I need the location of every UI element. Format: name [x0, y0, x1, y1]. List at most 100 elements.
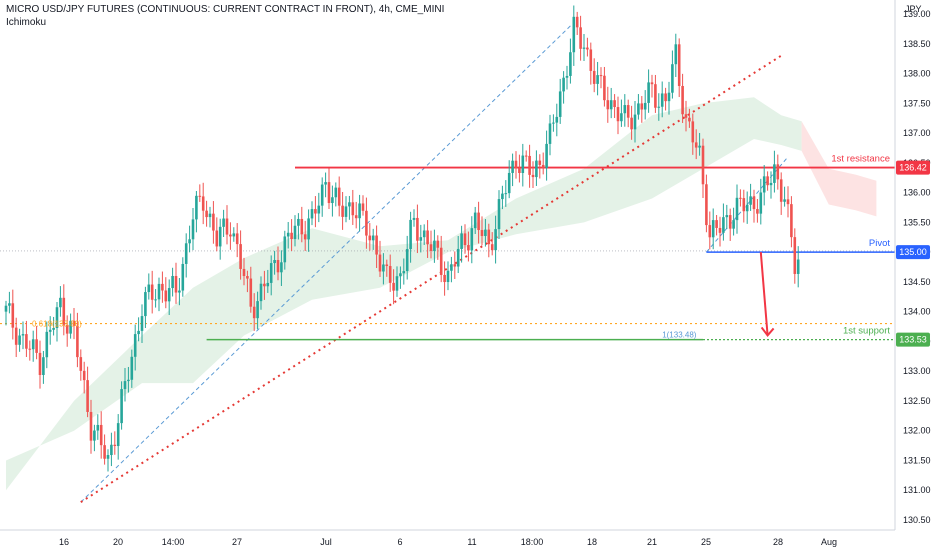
candle[interactable]: [375, 225, 378, 268]
candle[interactable]: [773, 150, 776, 193]
candle[interactable]: [371, 228, 375, 250]
candle[interactable]: [300, 206, 304, 243]
candle[interactable]: [484, 218, 487, 247]
candle[interactable]: [501, 185, 504, 210]
candle[interactable]: [456, 235, 460, 274]
candle[interactable]: [463, 224, 467, 254]
candle[interactable]: [467, 231, 470, 262]
candle[interactable]: [796, 246, 800, 288]
candle[interactable]: [18, 328, 21, 352]
candle[interactable]: [521, 143, 525, 187]
candle[interactable]: [150, 270, 154, 314]
price-tag[interactable]: 133.53: [896, 332, 930, 347]
candle[interactable]: [603, 66, 606, 107]
candle[interactable]: [269, 255, 273, 296]
candle[interactable]: [766, 171, 769, 191]
candle[interactable]: [786, 186, 790, 218]
candle[interactable]: [113, 431, 117, 455]
candle[interactable]: [232, 227, 236, 242]
candle[interactable]: [681, 73, 684, 123]
candle[interactable]: [388, 254, 392, 292]
candle[interactable]: [252, 293, 256, 331]
candle[interactable]: [545, 130, 548, 181]
candle[interactable]: [654, 74, 657, 113]
candle[interactable]: [201, 182, 205, 225]
candle[interactable]: [65, 315, 69, 347]
candle[interactable]: [297, 213, 300, 240]
candle[interactable]: [426, 220, 429, 258]
candle[interactable]: [123, 368, 127, 402]
candle[interactable]: [341, 192, 344, 230]
candle[interactable]: [518, 154, 521, 183]
candle[interactable]: [52, 316, 55, 336]
candle[interactable]: [776, 154, 780, 190]
candle[interactable]: [385, 259, 389, 277]
candle[interactable]: [178, 277, 181, 306]
candle[interactable]: [575, 11, 579, 35]
candle[interactable]: [263, 270, 266, 300]
candle[interactable]: [494, 215, 497, 264]
candle[interactable]: [327, 168, 331, 210]
candle[interactable]: [562, 71, 565, 104]
candle[interactable]: [140, 304, 144, 344]
candle[interactable]: [623, 94, 627, 127]
candle[interactable]: [674, 33, 678, 78]
candle[interactable]: [643, 90, 647, 120]
candle[interactable]: [446, 261, 450, 291]
candle[interactable]: [667, 81, 671, 115]
candle[interactable]: [416, 204, 419, 254]
candle[interactable]: [290, 219, 293, 252]
candle[interactable]: [79, 349, 83, 381]
candle[interactable]: [86, 366, 89, 418]
candle[interactable]: [528, 144, 531, 188]
candle[interactable]: [402, 258, 406, 285]
candle[interactable]: [361, 195, 365, 216]
candle[interactable]: [660, 81, 664, 118]
candle[interactable]: [749, 183, 752, 211]
candle[interactable]: [266, 269, 270, 293]
candle[interactable]: [596, 61, 599, 96]
candle[interactable]: [161, 271, 164, 303]
candle[interactable]: [477, 201, 480, 244]
candle[interactable]: [55, 301, 59, 342]
candle[interactable]: [531, 161, 535, 188]
candle[interactable]: [72, 307, 76, 340]
candle[interactable]: [722, 203, 725, 241]
candle[interactable]: [286, 222, 290, 249]
candle[interactable]: [487, 223, 491, 258]
candle[interactable]: [167, 279, 171, 316]
candle[interactable]: [745, 191, 749, 224]
candle[interactable]: [450, 256, 453, 283]
candle[interactable]: [728, 208, 732, 241]
candle[interactable]: [555, 103, 559, 137]
candle[interactable]: [422, 224, 426, 245]
pivot-label[interactable]: Pivot: [869, 238, 890, 249]
candle[interactable]: [572, 5, 576, 66]
candle[interactable]: [552, 114, 555, 132]
candle[interactable]: [154, 289, 157, 308]
candle[interactable]: [96, 414, 100, 440]
candle[interactable]: [62, 284, 66, 336]
candle[interactable]: [715, 215, 718, 236]
candle[interactable]: [242, 257, 246, 286]
candle[interactable]: [565, 65, 569, 90]
candle[interactable]: [470, 216, 474, 264]
indicator-label[interactable]: Ichimoku: [6, 17, 47, 28]
candle[interactable]: [701, 138, 705, 198]
candle[interactable]: [538, 154, 542, 179]
candle[interactable]: [354, 201, 358, 229]
candle[interactable]: [752, 189, 756, 223]
candle[interactable]: [69, 313, 72, 339]
candle[interactable]: [191, 208, 195, 251]
candle[interactable]: [38, 340, 42, 389]
candle[interactable]: [351, 189, 355, 225]
candle[interactable]: [480, 216, 484, 246]
candle[interactable]: [439, 235, 443, 283]
candle[interactable]: [582, 33, 586, 62]
candle[interactable]: [184, 233, 188, 278]
candle[interactable]: [511, 153, 514, 187]
price-tag[interactable]: 136.42: [896, 160, 930, 175]
candle[interactable]: [215, 217, 219, 252]
candle[interactable]: [412, 209, 416, 227]
candle[interactable]: [436, 235, 440, 260]
